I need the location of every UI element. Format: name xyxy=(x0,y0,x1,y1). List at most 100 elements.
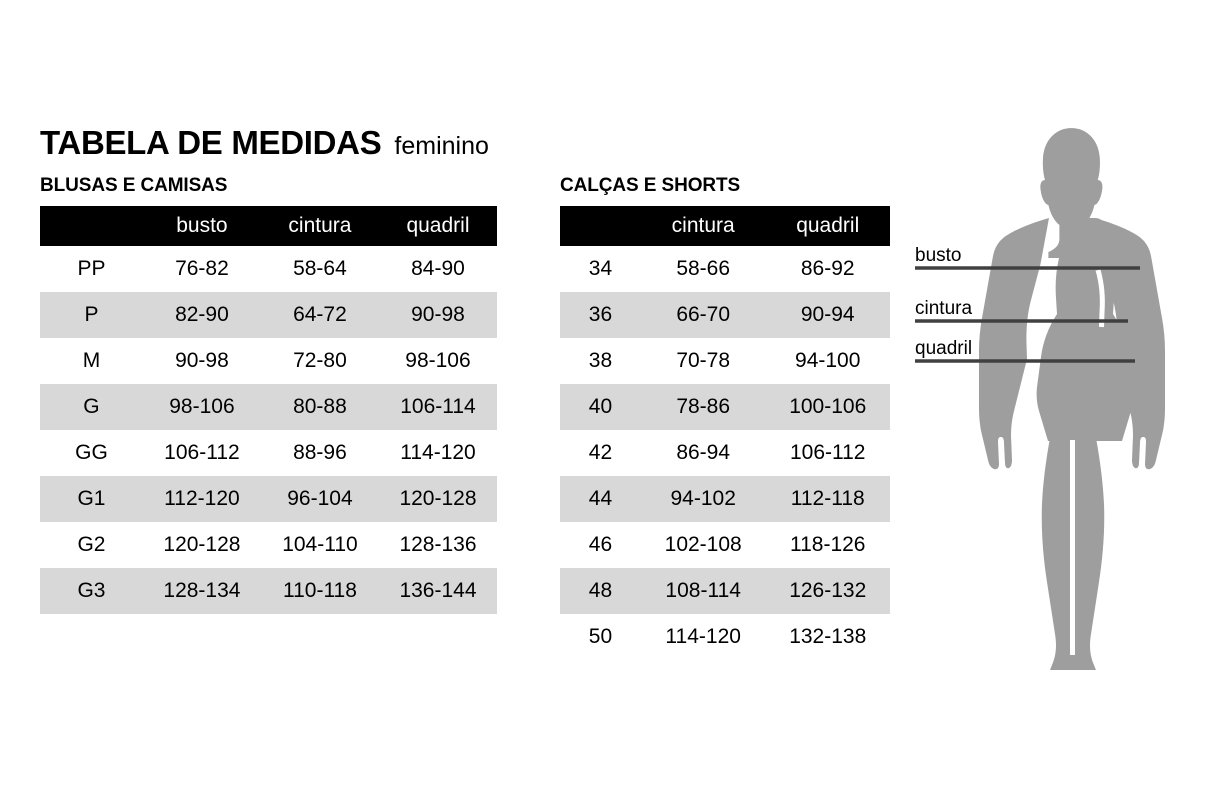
table-body-blusas: PP 76-82 58-64 84-90 P 82-90 64-72 90-98 M 90-98 7… xyxy=(40,246,497,614)
cell-size: M xyxy=(40,338,143,384)
cell-measure: 114-120 xyxy=(378,430,497,476)
table-body-calcas: 34 58-66 86-92 36 66-70 90-94 38 70-78 94-100 40 7… xyxy=(560,246,890,660)
cell-measure: 102-108 xyxy=(640,522,766,568)
column-header-size xyxy=(40,206,143,246)
page-title: TABELA DE MEDIDAS feminino xyxy=(40,126,489,159)
cell-measure: 72-80 xyxy=(260,338,379,384)
measurement-figure-panel: busto cintura quadril xyxy=(900,110,1200,670)
table-row: 44 94-102 112-118 xyxy=(560,476,890,522)
column-header-busto: busto xyxy=(142,206,261,246)
table-row: 36 66-70 90-94 xyxy=(560,292,890,338)
cell-measure: 76-82 xyxy=(142,246,261,292)
table-row: 46 102-108 118-126 xyxy=(560,522,890,568)
size-table-calcas-block: CALÇAS E SHORTS cintura quadril 34 58-66 8… xyxy=(560,176,890,660)
table-caption-blusas: BLUSAS E CAMISAS xyxy=(40,175,228,196)
cell-size: 48 xyxy=(560,568,641,614)
table-row: G 98-106 80-88 106-114 xyxy=(40,384,497,430)
cell-measure: 126-132 xyxy=(765,568,890,614)
female-silhouette-icon xyxy=(915,128,1165,670)
column-header-cintura: cintura xyxy=(260,206,379,246)
cell-measure: 110-118 xyxy=(260,568,379,614)
cell-measure: 64-72 xyxy=(260,292,379,338)
page-title-subtitle: feminino xyxy=(394,132,489,160)
cell-measure: 128-134 xyxy=(142,568,261,614)
table-row: 50 114-120 132-138 xyxy=(560,614,890,660)
cell-size: 42 xyxy=(560,430,641,476)
column-header-size xyxy=(560,206,641,246)
cell-size: P xyxy=(40,292,143,338)
measure-label-busto: busto xyxy=(915,245,962,266)
cell-size: 36 xyxy=(560,292,641,338)
measure-label-cintura: cintura xyxy=(915,298,973,319)
column-header-quadril: quadril xyxy=(765,206,890,246)
table-row: 48 108-114 126-132 xyxy=(560,568,890,614)
table-row: 34 58-66 86-92 xyxy=(560,246,890,292)
cell-measure: 70-78 xyxy=(640,338,766,384)
cell-measure: 58-66 xyxy=(640,246,766,292)
table-row: G2 120-128 104-110 128-136 xyxy=(40,522,497,568)
table-header-row: busto cintura quadril xyxy=(40,206,497,246)
cell-size: 40 xyxy=(560,384,641,430)
cell-measure: 136-144 xyxy=(378,568,497,614)
cell-measure: 90-98 xyxy=(378,292,497,338)
cell-measure: 94-100 xyxy=(765,338,890,384)
cell-measure: 120-128 xyxy=(378,476,497,522)
size-table-calcas: cintura quadril 34 58-66 86-92 36 66-70 90-94… xyxy=(560,206,890,660)
table-row: GG 106-112 88-96 114-120 xyxy=(40,430,497,476)
cell-measure: 94-102 xyxy=(640,476,766,522)
cell-measure: 100-106 xyxy=(765,384,890,430)
cell-measure: 58-64 xyxy=(260,246,379,292)
cell-size: G1 xyxy=(40,476,143,522)
table-row: PP 76-82 58-64 84-90 xyxy=(40,246,497,292)
measure-label-quadril: quadril xyxy=(915,338,973,359)
cell-measure: 98-106 xyxy=(142,384,261,430)
cell-measure: 108-114 xyxy=(640,568,766,614)
cell-measure: 128-136 xyxy=(378,522,497,568)
table-row: G1 112-120 96-104 120-128 xyxy=(40,476,497,522)
cell-size: 50 xyxy=(560,614,641,660)
cell-measure: 118-126 xyxy=(765,522,890,568)
cell-measure: 114-120 xyxy=(640,614,766,660)
cell-size: 44 xyxy=(560,476,641,522)
cell-size: 46 xyxy=(560,522,641,568)
cell-measure: 104-110 xyxy=(260,522,379,568)
column-header-cintura: cintura xyxy=(640,206,766,246)
cell-measure: 106-114 xyxy=(378,384,497,430)
cell-size: G xyxy=(40,384,143,430)
table-row: G3 128-134 110-118 136-144 xyxy=(40,568,497,614)
table-row: 38 70-78 94-100 xyxy=(560,338,890,384)
cell-measure: 112-118 xyxy=(765,476,890,522)
table-caption-calcas: CALÇAS E SHORTS xyxy=(560,175,741,196)
size-table-blusas-block: BLUSAS E CAMISAS busto cintura quadril P… xyxy=(40,176,497,614)
cell-measure: 86-92 xyxy=(765,246,890,292)
cell-measure: 66-70 xyxy=(640,292,766,338)
cell-measure: 98-106 xyxy=(378,338,497,384)
cell-measure: 132-138 xyxy=(765,614,890,660)
cell-measure: 106-112 xyxy=(142,430,261,476)
cell-measure: 96-104 xyxy=(260,476,379,522)
cell-size: 38 xyxy=(560,338,641,384)
table-header-row: cintura quadril xyxy=(560,206,890,246)
table-row: 40 78-86 100-106 xyxy=(560,384,890,430)
cell-size: G2 xyxy=(40,522,143,568)
table-row: 42 86-94 106-112 xyxy=(560,430,890,476)
cell-size: PP xyxy=(40,246,143,292)
cell-measure: 78-86 xyxy=(640,384,766,430)
cell-size: GG xyxy=(40,430,143,476)
cell-measure: 90-94 xyxy=(765,292,890,338)
page-title-main: TABELA DE MEDIDAS xyxy=(40,124,382,161)
size-table-blusas: busto cintura quadril PP 76-82 58-64 84-90 P… xyxy=(40,206,497,614)
cell-measure: 86-94 xyxy=(640,430,766,476)
cell-measure: 90-98 xyxy=(142,338,261,384)
cell-measure: 88-96 xyxy=(260,430,379,476)
cell-size: G3 xyxy=(40,568,143,614)
cell-measure: 120-128 xyxy=(142,522,261,568)
cell-measure: 80-88 xyxy=(260,384,379,430)
table-row: M 90-98 72-80 98-106 xyxy=(40,338,497,384)
table-row: P 82-90 64-72 90-98 xyxy=(40,292,497,338)
cell-size: 34 xyxy=(560,246,641,292)
cell-measure: 82-90 xyxy=(142,292,261,338)
cell-measure: 112-120 xyxy=(142,476,261,522)
column-header-quadril: quadril xyxy=(378,206,497,246)
cell-measure: 84-90 xyxy=(378,246,497,292)
